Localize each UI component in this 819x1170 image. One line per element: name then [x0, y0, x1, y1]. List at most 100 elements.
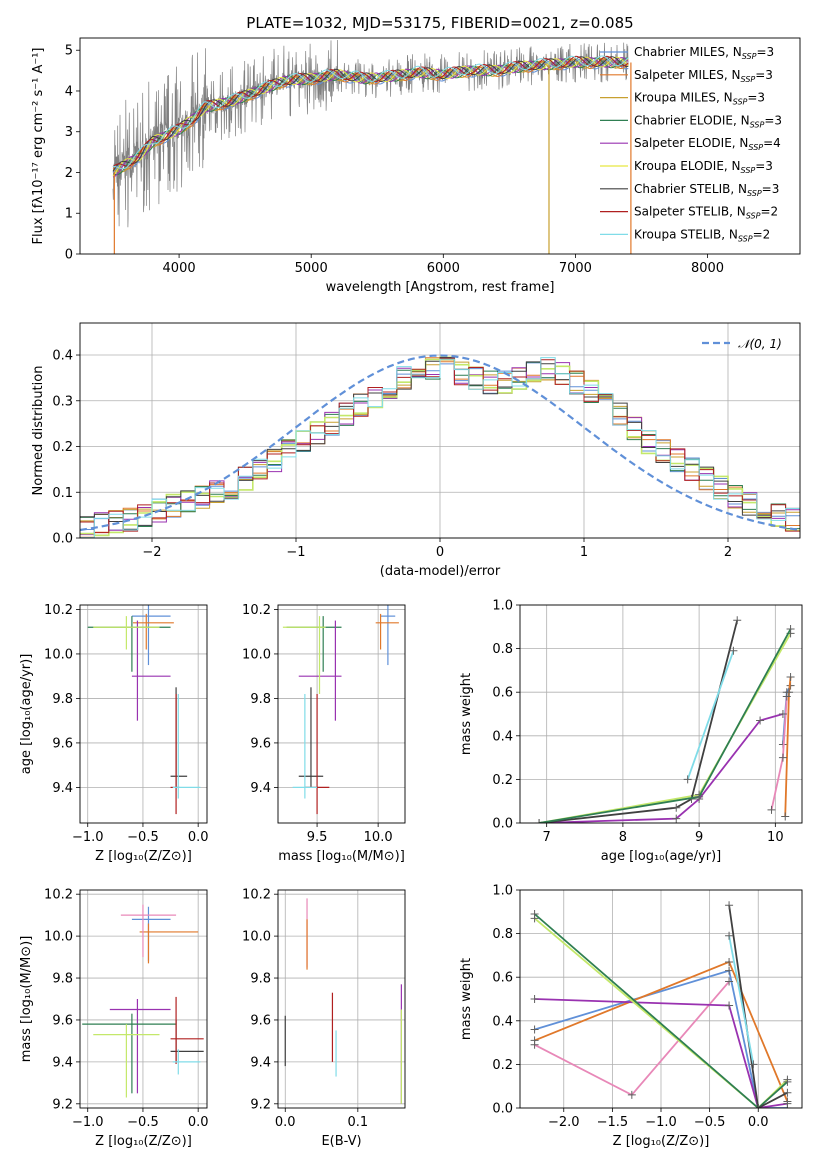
plot-area	[535, 616, 795, 823]
plot-area	[530, 901, 792, 1108]
legend-suffix: =3	[747, 91, 765, 105]
y-tick-label: 1	[65, 207, 73, 222]
model-spectrum-line	[112, 56, 629, 172]
legend-label: Chabrier MILES, N	[634, 45, 742, 59]
y-tick-label: 10.2	[242, 603, 271, 618]
mass-weight-line	[534, 998, 788, 1108]
model-spectrum-line	[112, 55, 629, 170]
x-tick-label: −0.5	[694, 1115, 726, 1130]
mass-weight-marker	[778, 753, 787, 762]
y-axis-label: mass [log₁₀(M/M⊙)]	[19, 936, 34, 1063]
mass-weight-line	[728, 935, 755, 1065]
panel-weight_vs_Z: −2.0 −1.5 −1.0 −0.5 0.0 0.0 0.2 0.4 0.6 0.8 1.0 Z […	[459, 884, 803, 1149]
legend-suffix: =3	[756, 45, 774, 59]
x-tick-label: 6000	[427, 261, 460, 276]
mass-weight-marker	[756, 716, 765, 725]
y-tick-label: 9.6	[250, 1013, 271, 1028]
x-axis-label: wavelength [Angstrom, rest frame]	[326, 280, 555, 295]
mass-weight-line	[728, 905, 788, 1108]
x-axis-label: Z [log₁₀(Z/Z⊙)]	[95, 849, 192, 864]
y-axis-label: Flux [fλ10⁻¹⁷ erg cm⁻² s⁻¹ A⁻¹]	[31, 48, 46, 245]
y-tick-label: 9.2	[250, 1097, 271, 1112]
mass-weight-line	[539, 713, 784, 823]
y-tick-label: 9.8	[250, 692, 271, 707]
y-tick-label: 0.0	[492, 817, 513, 832]
legend-suffix: =4	[763, 136, 781, 150]
x-tick-label: 0.0	[188, 1115, 209, 1130]
legend-entry: Chabrier STELIB, NSSP=3	[634, 182, 779, 198]
y-tick-label: 10.0	[242, 647, 271, 662]
x-axis-label: Z [log₁₀(Z/Z⊙)]	[95, 1134, 192, 1149]
plot-area	[282, 605, 399, 815]
y-axis-label: Normed distribution	[31, 366, 46, 496]
legend-label: Kroupa MILES, N	[634, 91, 733, 105]
y-tick-label: 9.6	[52, 736, 73, 751]
y-tick-label: 10.2	[44, 888, 73, 903]
panel-age_vs_mass: 9.5 10.0 9.4 9.6 9.8 10.0 10.2 mass [log₁₀(M/M⊙…	[242, 603, 406, 864]
mass-weight-marker	[683, 775, 692, 784]
mass-weight-line	[686, 650, 735, 780]
x-axis-label: mass [log₁₀(M/M⊙)]	[278, 849, 405, 864]
panel-mass_vs_EBV: 0.0 0.1 9.2 9.4 9.6 9.8 10.0 10.2 E(B-V)	[242, 888, 406, 1149]
legend-suffix: =2	[753, 227, 771, 241]
y-tick-label: 0.4	[492, 729, 513, 744]
legend-entry: Salpeter MILES, NSSP=3	[634, 68, 773, 84]
legend-suffix: =3	[764, 113, 782, 127]
y-tick-label: 10.0	[44, 647, 73, 662]
x-tick-label: 0.0	[188, 830, 209, 845]
legend-subscript: SSP	[747, 189, 762, 198]
y-tick-label: 9.8	[52, 972, 73, 987]
mass-weight-marker	[729, 646, 738, 655]
figure-title: PLATE=1032, MJD=53175, FIBERID=0021, z=0…	[246, 14, 633, 32]
x-tick-label: −0.5	[127, 1115, 159, 1130]
legend-label: Kroupa STELIB, N	[634, 227, 738, 241]
x-tick-label: 1	[580, 545, 588, 560]
legend-entry: Kroupa STELIB, NSSP=2	[634, 227, 770, 243]
mass-weight-marker	[725, 966, 734, 975]
mass-weight-line	[534, 917, 789, 1108]
y-tick-label: 2	[65, 166, 73, 181]
y-tick-label: 5	[65, 44, 73, 59]
plot-area	[82, 904, 204, 1098]
x-axis-label: age [log₁₀(age/yr)]	[601, 849, 722, 864]
mass-weight-line	[539, 620, 739, 823]
axes-frame	[519, 604, 803, 824]
panel-spectrum: 4000 5000 6000 7000 8000 0 1 2 3 4 5 wavelength [An…	[31, 37, 801, 295]
y-tick-label: 0.4	[52, 349, 73, 364]
mass-weight-marker	[530, 995, 539, 1003]
x-tick-label: −1	[286, 545, 305, 560]
y-tick-label: 0.0	[52, 532, 73, 547]
y-tick-label: 1.0	[492, 599, 513, 614]
legend-suffix: =3	[755, 68, 773, 82]
residual-histogram	[80, 357, 800, 538]
normal-reference-curve	[80, 354, 800, 532]
y-tick-label: 10.0	[44, 930, 73, 945]
model-spectrum-line	[112, 55, 629, 168]
y-tick-label: 4	[65, 84, 73, 99]
legend-suffix: =3	[755, 159, 773, 173]
mass-weight-marker	[725, 977, 734, 986]
legend-subscript: SSP	[738, 234, 753, 243]
legend-label: Chabrier STELIB, N	[634, 182, 747, 196]
axes-frame	[277, 604, 406, 824]
mass-weight-marker	[725, 901, 734, 910]
mass-weight-marker	[786, 672, 795, 681]
x-tick-label: −2.0	[548, 1115, 580, 1130]
x-tick-label: 5000	[295, 261, 328, 276]
plot-area	[284, 898, 402, 1104]
panel-residuals: −2 −1 0 1 2 0.0 0.1 0.2 0.3 0.4 (data-model)/error…	[31, 322, 801, 579]
y-tick-label: 0.6	[492, 686, 513, 701]
y-tick-label: 10.2	[242, 888, 271, 903]
mass-weight-marker	[695, 792, 704, 801]
mass-weight-marker	[749, 1060, 758, 1069]
x-tick-label: 10	[767, 830, 784, 845]
x-tick-label: 9.5	[307, 830, 328, 845]
y-tick-label: 0.2	[492, 1058, 513, 1073]
axes-frame	[79, 889, 208, 1109]
legend-entry: Kroupa ELODIE, NSSP=3	[634, 159, 773, 175]
y-tick-label: 9.6	[250, 736, 271, 751]
mass-weight-marker	[725, 931, 734, 940]
x-tick-label: 0.0	[748, 1115, 769, 1130]
